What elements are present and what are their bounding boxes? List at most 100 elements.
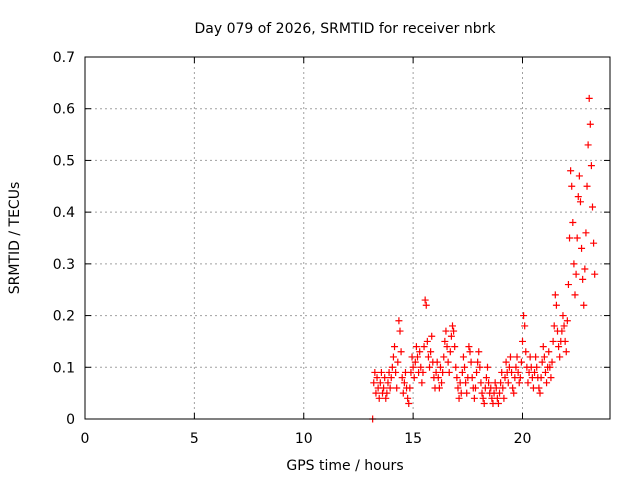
- data-point: [500, 394, 508, 402]
- y-tick-label: 0.1: [53, 360, 75, 376]
- data-point: [377, 368, 385, 376]
- data-point: [581, 265, 589, 273]
- data-point: [412, 343, 420, 351]
- data-point: [509, 384, 517, 392]
- data-point: [499, 384, 507, 392]
- data-point: [399, 389, 407, 397]
- data-point: [422, 301, 430, 309]
- y-tick-label: 0.2: [53, 309, 75, 325]
- data-point: [434, 374, 442, 382]
- data-point: [574, 193, 582, 201]
- data-point: [444, 358, 452, 366]
- data-point: [394, 358, 402, 366]
- data-point: [445, 368, 453, 376]
- data-point: [535, 384, 543, 392]
- data-point: [449, 322, 456, 330]
- data-point: [398, 374, 406, 382]
- data-point: [570, 260, 578, 268]
- axis-ticks: 0 0.1 0.2 0.3 0.4 0.5 0.6 0.7 0 5 10 15 20: [53, 50, 610, 447]
- data-point: [516, 374, 524, 382]
- data-point: [423, 337, 431, 345]
- data-point: [580, 301, 588, 309]
- data-point: [395, 317, 403, 325]
- data-point: [563, 317, 571, 325]
- data-point: [470, 394, 478, 402]
- data-point: [442, 327, 450, 335]
- data-point: [453, 374, 461, 382]
- data-point: [439, 368, 447, 376]
- data-point: [587, 162, 595, 170]
- data-point: [385, 368, 393, 376]
- data-point: [443, 343, 451, 351]
- data-point: [454, 384, 462, 392]
- data-point: [410, 374, 418, 382]
- data-point: [548, 358, 556, 366]
- data-point: [382, 394, 390, 402]
- data-point: [513, 353, 521, 361]
- data-point: [463, 389, 471, 397]
- data-point: [505, 363, 513, 371]
- data-point: [558, 327, 566, 335]
- data-point: [536, 389, 544, 397]
- data-point: [540, 353, 548, 361]
- data-point: [576, 198, 584, 206]
- data-point: [467, 358, 475, 366]
- data-point: [473, 368, 481, 376]
- plot-frame: [84, 56, 611, 420]
- data-point: [501, 374, 509, 382]
- data-point: [537, 374, 545, 382]
- data-point: [388, 363, 396, 371]
- data-point: [506, 353, 514, 361]
- data-point: [552, 301, 560, 309]
- data-point: [559, 312, 567, 320]
- data-point: [492, 384, 500, 392]
- data-point: [405, 399, 413, 407]
- data-point: [571, 291, 579, 299]
- y-tick-label: 0: [66, 412, 75, 428]
- data-point: [533, 363, 541, 371]
- data-point: [541, 368, 549, 376]
- data-point: [494, 399, 502, 407]
- data-point: [391, 343, 399, 351]
- data-point: [591, 270, 599, 278]
- data-point: [384, 379, 392, 387]
- data-point: [551, 291, 559, 299]
- data-point: [502, 358, 510, 366]
- data-point: [397, 348, 405, 356]
- data-point: [521, 322, 529, 330]
- grid-lines: [85, 57, 610, 419]
- data-point: [515, 379, 523, 387]
- data-point: [480, 399, 488, 407]
- data-point: [371, 368, 379, 376]
- data-point: [459, 353, 467, 361]
- data-point: [416, 348, 424, 356]
- data-point: [411, 358, 419, 366]
- data-point: [396, 327, 404, 335]
- data-point: [406, 384, 414, 392]
- data-point: [567, 167, 575, 175]
- data-point: [465, 343, 473, 351]
- data-point: [476, 363, 484, 371]
- data-point: [484, 363, 491, 371]
- data-point: [409, 363, 417, 371]
- data-point: [555, 343, 563, 351]
- data-point: [441, 337, 449, 345]
- data-point: [392, 368, 400, 376]
- data-point: [578, 244, 586, 252]
- y-axis-label: SRMTID / TECUs: [7, 182, 23, 295]
- data-point: [461, 363, 469, 371]
- data-point: [562, 348, 570, 356]
- chart-title: Day 079 of 2026, SRMTID for receiver nbr…: [194, 21, 496, 37]
- data-point: [532, 353, 540, 361]
- data-points: [369, 94, 599, 423]
- data-point: [566, 234, 574, 242]
- data-point: [550, 322, 558, 330]
- data-point: [510, 389, 518, 397]
- data-point: [426, 363, 434, 371]
- data-point: [386, 384, 394, 392]
- data-point: [446, 348, 454, 356]
- data-point: [543, 379, 551, 387]
- data-point: [573, 234, 581, 242]
- data-point: [479, 394, 487, 402]
